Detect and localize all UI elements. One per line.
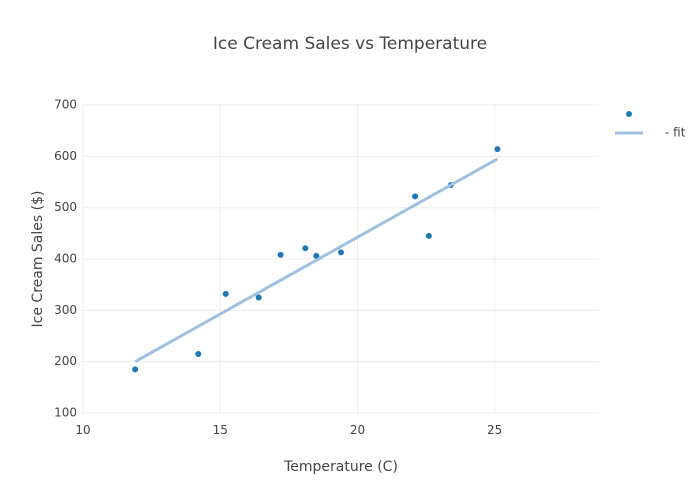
x-tick-label: 15 [213, 423, 228, 437]
y-tick-label: 500 [54, 200, 77, 214]
y-tick-label: 100 [54, 405, 77, 419]
point [195, 350, 202, 357]
chart-title: Ice Cream Sales vs Temperature [213, 34, 487, 54]
legend-label: - fit [665, 126, 686, 140]
legend-swatch [626, 111, 632, 117]
y-tick-label: 300 [54, 303, 77, 317]
point [277, 251, 284, 258]
x-axis-title: Temperature (C) [283, 459, 398, 475]
y-tick-label: 200 [54, 354, 77, 368]
y-tick-label: 700 [54, 98, 77, 112]
y-axis-title: Ice Cream Sales ($) [30, 191, 46, 328]
y-tick-label: 600 [54, 149, 77, 163]
y-tick-label: 400 [54, 252, 77, 266]
point [412, 193, 419, 200]
point [255, 294, 262, 301]
fit-line [134, 157, 499, 363]
point [494, 146, 501, 153]
x-tick-label: 25 [487, 423, 502, 437]
point [222, 290, 229, 297]
point [338, 249, 344, 256]
point [302, 245, 309, 252]
point [132, 366, 139, 373]
x-tick-label: 10 [75, 423, 90, 437]
x-tick-label: 20 [350, 423, 365, 437]
point [313, 252, 320, 259]
point [425, 232, 432, 239]
